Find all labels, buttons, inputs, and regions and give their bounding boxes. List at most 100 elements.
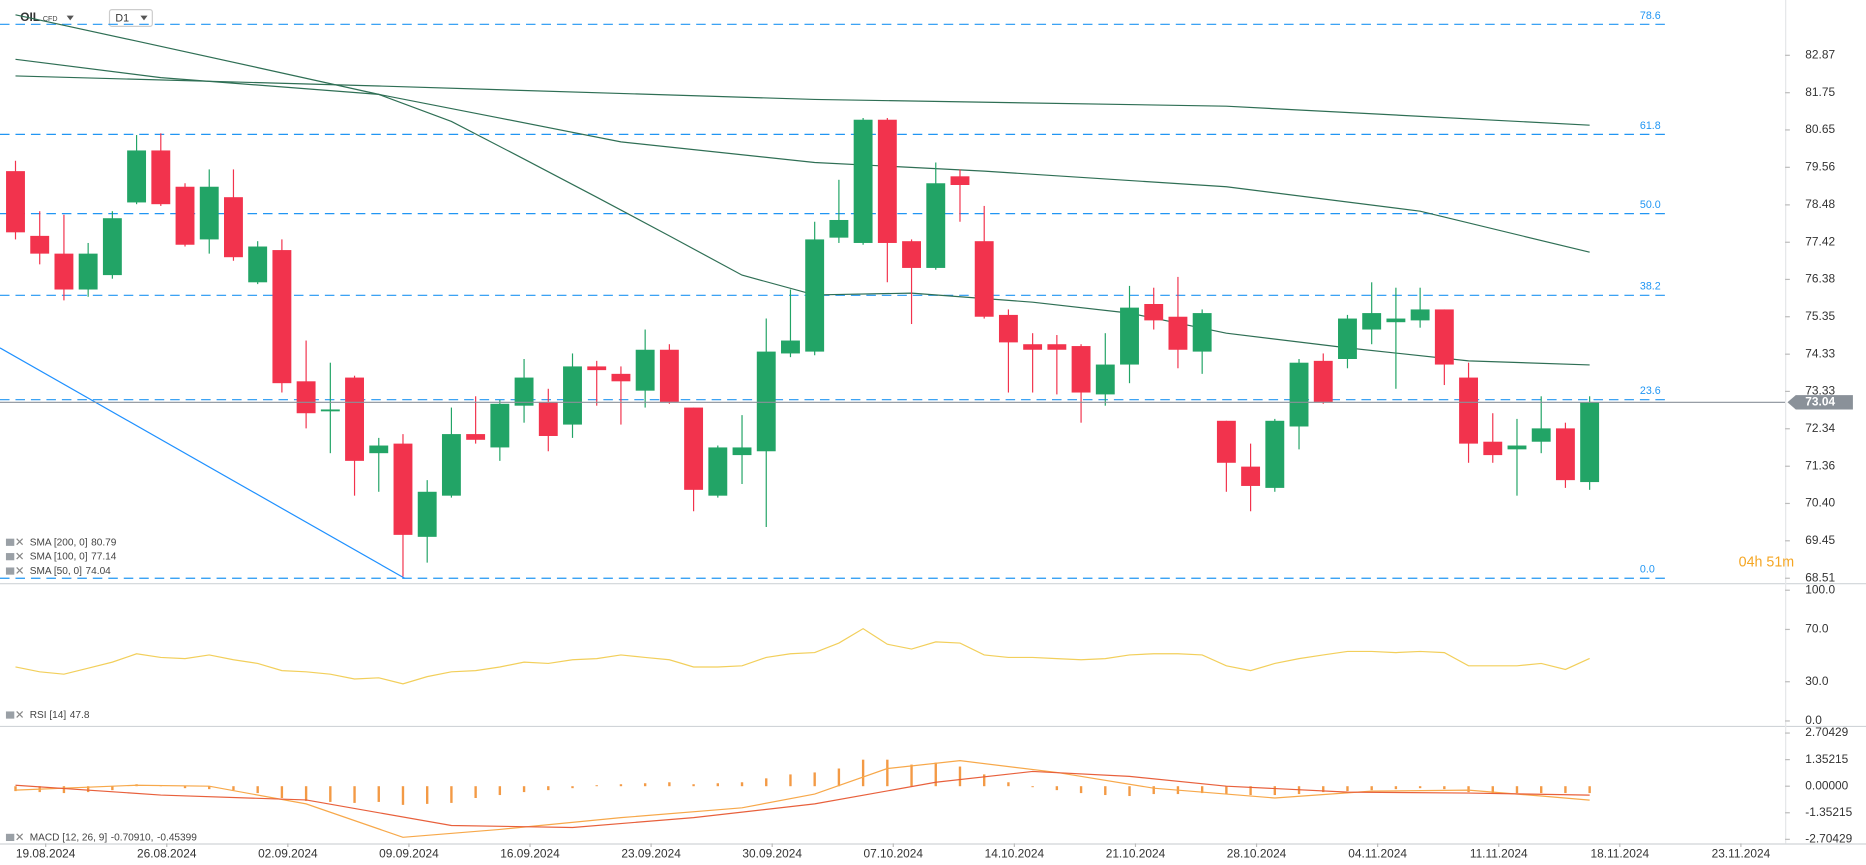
- macd-histogram-bar: [232, 786, 235, 791]
- candle-body: [950, 176, 970, 185]
- macd-histogram-bar: [983, 774, 986, 787]
- x-tick-label: 16.09.2024: [500, 846, 560, 860]
- legend-part: 80.79: [91, 537, 117, 548]
- macd-histogram-bar: [595, 785, 598, 787]
- candle-body: [102, 218, 122, 276]
- candle-body: [78, 253, 98, 290]
- macd-histogram-bar: [571, 786, 574, 789]
- y-tick-label: -1.35215: [1805, 805, 1852, 819]
- candle-body: [1459, 377, 1478, 444]
- candle-body: [1580, 402, 1600, 483]
- symbol-dropdown[interactable]: [66, 15, 74, 21]
- macd-histogram-bar: [958, 766, 962, 787]
- macd-histogram-bar: [886, 759, 889, 787]
- macd-histogram-bar: [353, 786, 356, 803]
- legend-text: MACD [12, 26, 9] -0.70910, -0.45399: [30, 832, 198, 843]
- candle-body: [1313, 360, 1333, 402]
- candle-body: [248, 246, 268, 283]
- legend-icon: [5, 711, 15, 719]
- legend-icon: [5, 553, 15, 561]
- y-tick-label: 73.33: [1805, 384, 1835, 398]
- y-tick-label: 79.56: [1805, 159, 1835, 173]
- macd-histogram-bar: [910, 764, 913, 787]
- legend-text: RSI [14] 47.8: [30, 710, 90, 721]
- macd-histogram-bar: [256, 786, 259, 794]
- x-tick-label: 14.10.2024: [985, 846, 1045, 860]
- y-tick-label: 81.75: [1805, 85, 1835, 99]
- last-price-label: 73.04: [1805, 394, 1835, 408]
- x-tick-label: 23.09.2024: [621, 846, 681, 860]
- macd-histogram-bar: [1467, 786, 1470, 793]
- y-tick-label: 30.0: [1805, 674, 1828, 688]
- macd-histogram-bar: [1055, 786, 1059, 791]
- candle-body: [1289, 362, 1309, 427]
- y-tick-label: 1.35215: [1805, 752, 1848, 766]
- macd-histogram-bar: [668, 782, 671, 787]
- macd-histogram-bar: [86, 786, 90, 793]
- macd-histogram-bar: [861, 759, 865, 787]
- macd-histogram-bar: [813, 772, 816, 787]
- legend-close: [16, 833, 24, 841]
- candle-body: [1265, 420, 1285, 488]
- x-tick-label: 19.08.2024: [16, 846, 76, 860]
- y-tick-label: 0.00000: [1805, 778, 1848, 792]
- x-tick-label: 02.09.2024: [258, 846, 318, 860]
- macd-histogram-bar: [377, 786, 380, 802]
- legend-part: 74.04: [86, 566, 112, 577]
- x-tick-label: 26.08.2024: [137, 846, 197, 860]
- candle-body: [1434, 309, 1454, 365]
- macd-histogram-bar: [1273, 786, 1277, 796]
- candle-body: [369, 445, 389, 454]
- candle-body: [272, 250, 292, 384]
- candle-body: [1555, 428, 1575, 481]
- y-tick-label: 68.51: [1805, 570, 1835, 584]
- y-tick-label: 69.45: [1805, 533, 1835, 547]
- sma-line: [15, 75, 1590, 126]
- x-tick-label: 21.10.2024: [1106, 846, 1166, 860]
- candle-body: [877, 119, 897, 243]
- y-tick-label: 76.38: [1805, 272, 1835, 286]
- symbol: OIL: [20, 10, 40, 24]
- legend-close: [16, 538, 24, 546]
- candle-body: [1071, 346, 1091, 393]
- legend-part: -0.70910,: [111, 832, 154, 843]
- x-tick-label: 04.11.2024: [1348, 846, 1407, 860]
- legend-part: 47.8: [70, 710, 90, 721]
- candle-body: [127, 150, 147, 203]
- timeframe-box[interactable]: [108, 8, 153, 27]
- x-tick-label: 09.09.2024: [379, 846, 439, 860]
- fib-label: 50.0: [1640, 199, 1661, 211]
- macd-histogram-bar: [934, 762, 937, 787]
- candle-body: [1216, 420, 1236, 463]
- macd-histogram-bar: [716, 783, 719, 787]
- fib-label: 0.0: [1640, 564, 1655, 576]
- macd-histogram-bar: [1443, 786, 1446, 790]
- candle-body: [490, 403, 510, 448]
- legend-part: MACD [12, 26, 9]: [30, 832, 108, 843]
- candle-body: [538, 401, 558, 436]
- macd-histogram-bar: [304, 786, 308, 801]
- macd-histogram-bar: [208, 786, 211, 790]
- candle-body: [974, 241, 994, 317]
- candle-body: [320, 409, 340, 412]
- candle-body: [1023, 344, 1043, 350]
- fib-label: 23.6: [1640, 385, 1661, 397]
- y-tick-label: 71.36: [1805, 458, 1835, 472]
- candle-body: [611, 373, 631, 382]
- x-tick-label: 18.11.2024: [1590, 846, 1649, 860]
- candle-body: [732, 447, 752, 456]
- candle-body: [708, 447, 728, 496]
- candle-body: [853, 119, 873, 243]
- timeframe-dropdown: [140, 15, 148, 21]
- fib-label: 61.8: [1640, 120, 1661, 132]
- candle-body: [1192, 313, 1212, 352]
- candle-body: [296, 381, 316, 414]
- x-tick-label: 28.10.2024: [1227, 846, 1287, 860]
- y-tick-label: 78.48: [1805, 197, 1835, 211]
- rsi-line: [15, 627, 1590, 685]
- macd-pane: [14, 759, 1591, 838]
- x-tick-label: 11.11.2024: [1470, 846, 1528, 860]
- candle-body: [1338, 318, 1357, 359]
